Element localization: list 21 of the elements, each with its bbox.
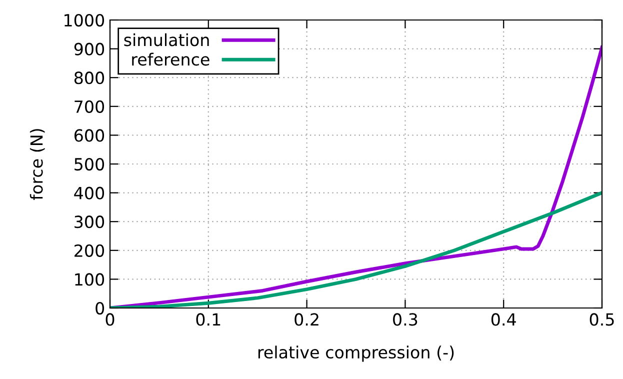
y-tick-label: 1000	[64, 14, 104, 27]
x-tick-label: 0.1	[196, 313, 220, 326]
y-tick-label: 200	[74, 244, 104, 257]
y-tick-label: 600	[74, 129, 104, 142]
y-tick-label: 100	[75, 273, 104, 286]
y-axis-title: force (N)	[30, 129, 45, 200]
y-tick-label: 400	[74, 186, 104, 200]
y-tick-label: 900	[74, 42, 104, 56]
legend-label: reference	[132, 52, 210, 66]
x-tick-label: 0.3	[393, 313, 418, 326]
x-axis-title: relative compression (-)	[258, 346, 454, 362]
x-tick-label: 0.5	[590, 313, 614, 326]
x-tick-label: 0.2	[294, 313, 318, 326]
y-tick-label: 800	[74, 72, 104, 84]
legend-label: simulation	[124, 33, 209, 46]
y-tick-label: 700	[74, 100, 104, 113]
x-tick-label: 0.4	[491, 313, 516, 326]
y-tick-label: 0	[96, 302, 104, 315]
y-tick-label: 500	[74, 158, 104, 171]
y-tick-label: 300	[74, 216, 104, 228]
x-tick-label: 0	[106, 313, 114, 326]
